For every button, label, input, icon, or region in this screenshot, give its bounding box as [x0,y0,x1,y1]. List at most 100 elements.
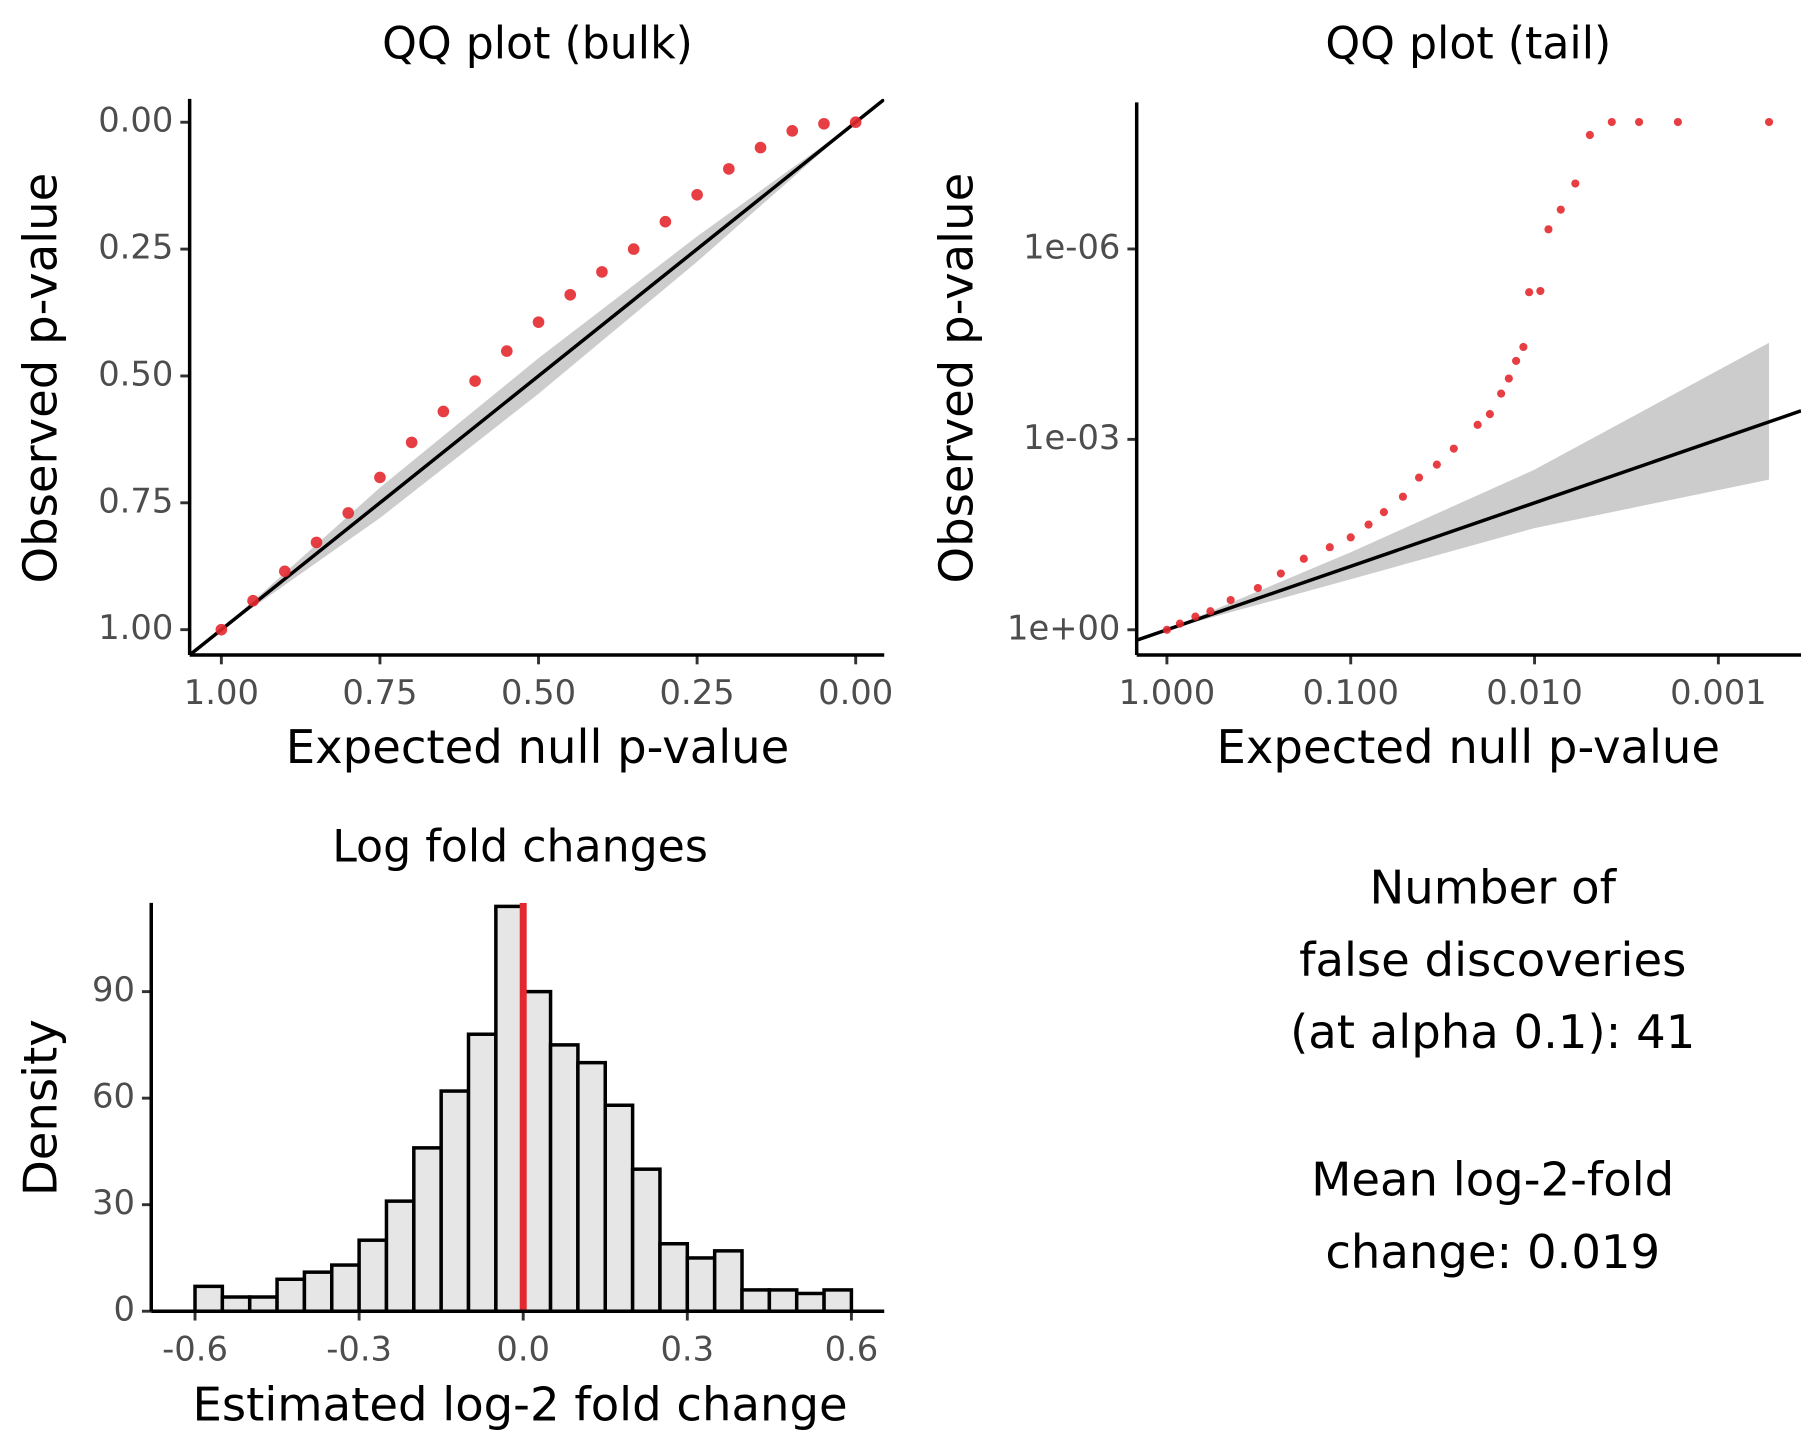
bar [439,1089,471,1312]
y-tick-label: 90 [92,970,135,1009]
summary-text: Mean log-2-fold [1311,1153,1674,1207]
bar [275,1277,307,1312]
point [1364,520,1373,529]
point [1764,117,1774,127]
bar [548,1043,580,1312]
point [1414,473,1424,482]
x-tick-label: 0.00 [818,673,893,712]
panel-title: QQ plot (bulk) [382,19,693,70]
plot-area [1136,117,1802,642]
y-tick-label: 1.00 [98,608,173,647]
x-tick-label: 0.75 [342,673,417,712]
plot-area [193,902,854,1312]
point [1162,625,1171,634]
bar [521,989,553,1312]
point [1346,533,1355,542]
reference-line [1136,409,1802,642]
x-tick-label: 1.00 [184,673,259,712]
bar [466,1032,498,1312]
point [1497,389,1506,398]
y-tick-label: 0 [113,1290,134,1329]
x-tick-label: 0.100 [1302,673,1399,712]
bar [357,1238,389,1312]
x-tick-label: 0.001 [1670,673,1767,712]
point [1519,342,1528,352]
point [1571,179,1580,188]
y-axis-title: Observed p-value [929,173,983,584]
point [1536,286,1545,296]
point [1607,117,1616,127]
y-tick-label: 0.25 [98,228,173,267]
point [1634,117,1644,127]
point [1485,410,1494,419]
x-tick-label: 0.25 [660,673,735,712]
summary-text: (at alpha 0.1): 41 [1290,1005,1695,1059]
y-tick-label: 0.75 [98,481,173,520]
y-tick-label: 0.50 [98,354,173,393]
point [1556,205,1565,214]
y-axis-title: Observed p-value [14,173,68,584]
point [469,375,481,387]
plot-area [189,98,885,656]
y-tick-label: 30 [92,1183,135,1222]
point [818,117,830,130]
point [1276,569,1285,578]
point [596,266,608,278]
point [754,141,767,154]
point [215,623,228,636]
bar [384,1199,416,1312]
panel-title: QQ plot (tail) [1325,19,1611,70]
x-tick-label: 0.50 [501,673,576,712]
point [500,345,513,357]
point [1504,374,1513,383]
y-tick-label: 1e-06 [1023,227,1120,266]
bar [740,1288,772,1312]
bar [412,1146,443,1312]
bar [494,904,525,1312]
bar [193,1284,225,1312]
point [1525,288,1534,297]
point [1191,612,1200,621]
bar [302,1270,334,1312]
point [1585,130,1594,140]
bar [685,1256,717,1312]
bar [630,1167,662,1312]
point [1299,554,1308,563]
bar [712,1249,744,1312]
bar [247,1295,279,1312]
x-axis-title: Expected null p-value [286,720,790,774]
point [405,436,418,449]
y-tick-label: 1e-03 [1023,418,1120,457]
bar [576,1060,608,1312]
point [1325,543,1334,552]
point [786,125,799,137]
panel-title: Log fold changes [332,821,708,872]
point [1473,420,1482,429]
point [310,536,323,549]
bar [794,1291,826,1312]
point [1673,117,1682,127]
point [1206,607,1215,616]
bar [822,1288,854,1312]
point [723,163,735,175]
summary-text: false discoveries [1299,933,1686,987]
bar [330,1263,361,1312]
y-tick-label: 60 [92,1077,135,1116]
x-tick-label: 0.0 [496,1329,550,1368]
point [1379,508,1388,517]
y-axis-title: Density [14,1019,68,1196]
bar [220,1295,252,1312]
point [627,243,640,255]
point [1226,595,1235,605]
point [659,215,672,228]
x-tick-label: -0.3 [326,1329,392,1368]
point [1449,444,1458,453]
summary-text: change: 0.019 [1325,1225,1660,1279]
x-tick-label: 0.010 [1486,673,1583,712]
point [278,565,291,578]
point [342,507,355,519]
x-tick-label: 1.000 [1119,673,1216,712]
point [1512,356,1521,365]
point [1253,583,1262,593]
summary-text: Number of [1369,861,1617,915]
